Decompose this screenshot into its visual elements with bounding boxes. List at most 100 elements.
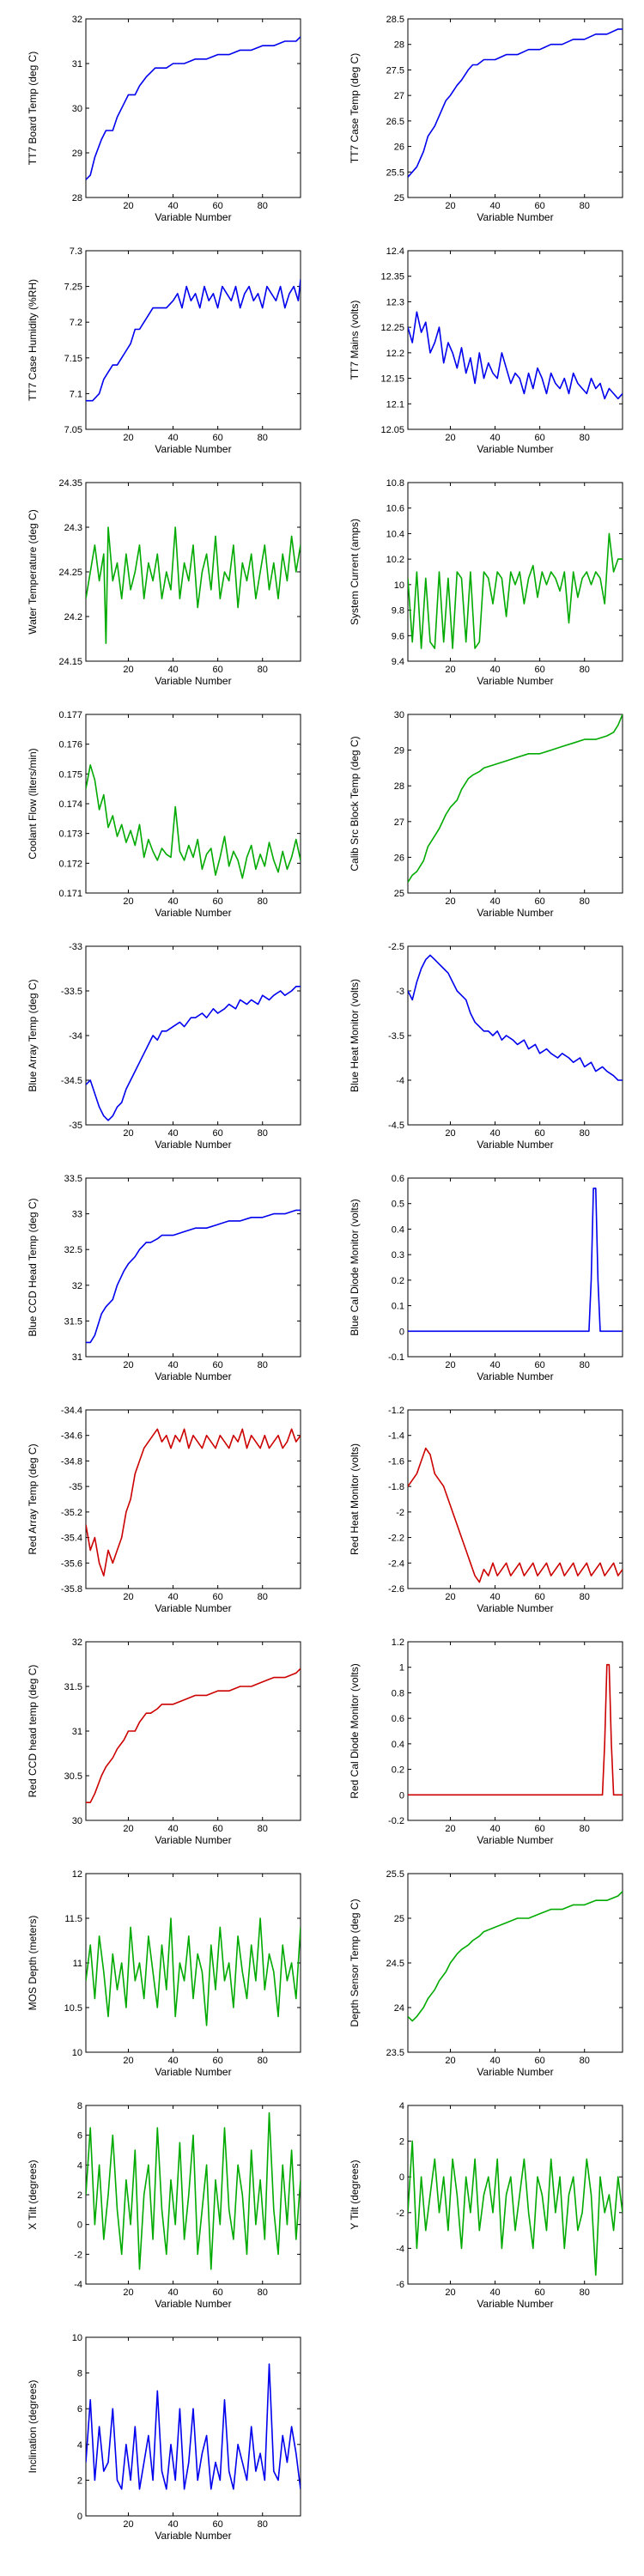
y-tick-label: 2 — [399, 2137, 404, 2148]
y-tick-label: 0 — [399, 2172, 404, 2183]
x-tick-label: 60 — [535, 1824, 545, 1834]
y-axis-label: TT7 Mains (volts) — [349, 301, 361, 380]
y-tick-label: -33.5 — [61, 987, 82, 997]
x-tick-label: 80 — [258, 2519, 268, 2530]
y-axis-label: Red Array Temp (deg C) — [27, 1443, 39, 1554]
x-tick-label: 80 — [258, 2287, 268, 2298]
x-tick-label: 40 — [489, 1592, 500, 1602]
x-tick-label: 80 — [580, 2056, 590, 2066]
y-tick-label: 0.4 — [392, 1740, 404, 1750]
y-tick-label: 12.05 — [380, 425, 404, 435]
x-tick-label: 40 — [167, 1128, 178, 1139]
x-tick-label: 80 — [580, 665, 590, 675]
y-tick-label: -34.5 — [61, 1076, 82, 1086]
chart-svg: 20 40 60 80 0.171 0.172 0.173 0.174 0.175 0.176 0.… — [27, 710, 301, 919]
x-tick-label: 20 — [123, 665, 133, 675]
y-tick-label: 6 — [77, 2404, 82, 2415]
x-tick-label: 20 — [445, 665, 455, 675]
y-tick-label: 31 — [72, 59, 82, 70]
plot-frame — [85, 714, 301, 894]
x-tick-label: 60 — [535, 2287, 545, 2298]
y-tick-label: 24.35 — [58, 478, 82, 489]
x-axis-label: Variable Number — [155, 907, 231, 919]
x-tick-label: 60 — [535, 896, 545, 907]
series-line — [86, 36, 301, 180]
x-axis-label: Variable Number — [477, 1370, 553, 1382]
x-tick-label: 20 — [123, 1128, 133, 1139]
x-tick-label: 20 — [445, 896, 455, 907]
chart-panel: 20 40 60 80 -2.6 -2.4 -2.2 -2 -1.8 -1.6 -1.4 -1.2 Va… — [322, 1391, 644, 1623]
x-tick-label: 60 — [213, 2056, 223, 2066]
y-axis-label: Blue CCD Head Temp (deg C) — [27, 1198, 39, 1336]
series-line — [408, 311, 623, 400]
y-tick-label: -35.6 — [61, 1558, 82, 1569]
x-tick-label: 60 — [213, 201, 223, 211]
y-tick-label: 9.4 — [392, 657, 404, 667]
x-tick-label: 20 — [123, 433, 133, 443]
x-tick-label: 40 — [489, 665, 500, 675]
y-tick-label: 0.174 — [58, 799, 82, 810]
y-tick-label: 24.2 — [64, 612, 82, 623]
x-tick-label: 60 — [535, 433, 545, 443]
x-axis-label: Variable Number — [155, 2530, 231, 2542]
y-tick-label: -35.8 — [61, 1584, 82, 1595]
y-tick-label: 4 — [399, 2101, 404, 2111]
chart-panel: 20 40 60 80 -0.1 0 0.1 0.2 0.3 0.4 0.5 0.6 Variable … — [322, 1159, 644, 1391]
x-tick-label: 60 — [535, 1360, 545, 1370]
y-tick-label: -3 — [396, 987, 404, 997]
y-tick-label: 24 — [394, 2003, 404, 2014]
x-tick-label: 60 — [213, 1824, 223, 1834]
series-line — [408, 28, 623, 178]
x-tick-label: 40 — [489, 1360, 500, 1370]
y-tick-label: 2 — [77, 2476, 82, 2486]
series-line — [86, 526, 301, 644]
y-tick-label: 0.3 — [392, 1250, 404, 1261]
y-tick-label: -6 — [396, 2280, 404, 2290]
y-tick-label: 7.3 — [70, 246, 82, 257]
y-tick-label: 0 — [77, 2512, 82, 2522]
chart-panel: 20 40 60 80 0.171 0.172 0.173 0.174 0.175 0.176 0.… — [0, 696, 322, 927]
y-tick-label: -1.8 — [388, 1482, 404, 1492]
y-axis-label: Blue Cal Diode Monitor (volts) — [349, 1199, 361, 1335]
chart-panel: 20 40 60 80 23.5 24 24.5 25 25.5 Variable Number D… — [322, 1855, 644, 2087]
x-tick-label: 40 — [167, 2056, 178, 2066]
x-axis-label: Variable Number — [477, 907, 553, 919]
y-tick-label: 12.2 — [386, 349, 404, 359]
series-line — [408, 2140, 623, 2276]
chart-svg: 20 40 60 80 -6 -4 -2 0 2 4 Variable Number Y Tilt (… — [349, 2101, 623, 2310]
y-tick-label: 7.2 — [70, 318, 82, 328]
y-tick-label: 10 — [394, 580, 404, 591]
y-tick-label: 29 — [72, 149, 82, 159]
x-tick-label: 20 — [123, 2056, 133, 2066]
series-line — [86, 2111, 301, 2270]
y-tick-label: 0 — [77, 2221, 82, 2231]
y-tick-label: -1.4 — [388, 1431, 404, 1442]
y-tick-label: 24.3 — [64, 523, 82, 533]
y-axis-label: TT7 Board Temp (deg C) — [27, 52, 39, 166]
chart-svg: 20 40 60 80 -0.1 0 0.1 0.2 0.3 0.4 0.5 0.6 Variable … — [349, 1174, 623, 1382]
chart-svg: 20 40 60 80 -35.8 -35.6 -35.4 -35.2 -35 -34.8 -34.… — [27, 1406, 301, 1614]
x-tick-label: 80 — [258, 1360, 268, 1370]
y-tick-label: 30 — [72, 104, 82, 114]
plot-frame — [85, 2336, 301, 2517]
x-tick-label: 60 — [213, 1128, 223, 1139]
chart-panel: 20 40 60 80 -35 -34.5 -34 -33.5 -33 Variable Numb… — [0, 927, 322, 1159]
x-tick-label: 60 — [535, 2056, 545, 2066]
y-tick-label: 27 — [394, 817, 404, 828]
y-tick-label: 32.5 — [64, 1245, 82, 1255]
y-tick-label: 10.2 — [386, 555, 404, 565]
plot-frame — [85, 1641, 301, 1821]
y-axis-label: Calib Src Block Temp (deg C) — [349, 736, 361, 871]
y-tick-label: 0.6 — [392, 1714, 404, 1724]
x-tick-label: 60 — [535, 1592, 545, 1602]
plot-frame — [407, 482, 623, 662]
chart-svg: 20 40 60 80 10 10.5 11 11.5 12 Variable Number MOS… — [27, 1869, 301, 2078]
plot-frame — [407, 18, 623, 198]
y-tick-label: 30 — [72, 1816, 82, 1826]
y-tick-label: 12.1 — [386, 399, 404, 410]
y-tick-label: 7.05 — [64, 425, 82, 435]
x-tick-label: 40 — [489, 1824, 500, 1834]
x-tick-label: 20 — [123, 201, 133, 211]
y-axis-label: Depth Sensor Temp (deg C) — [349, 1899, 361, 2026]
y-tick-label: 33.5 — [64, 1174, 82, 1184]
